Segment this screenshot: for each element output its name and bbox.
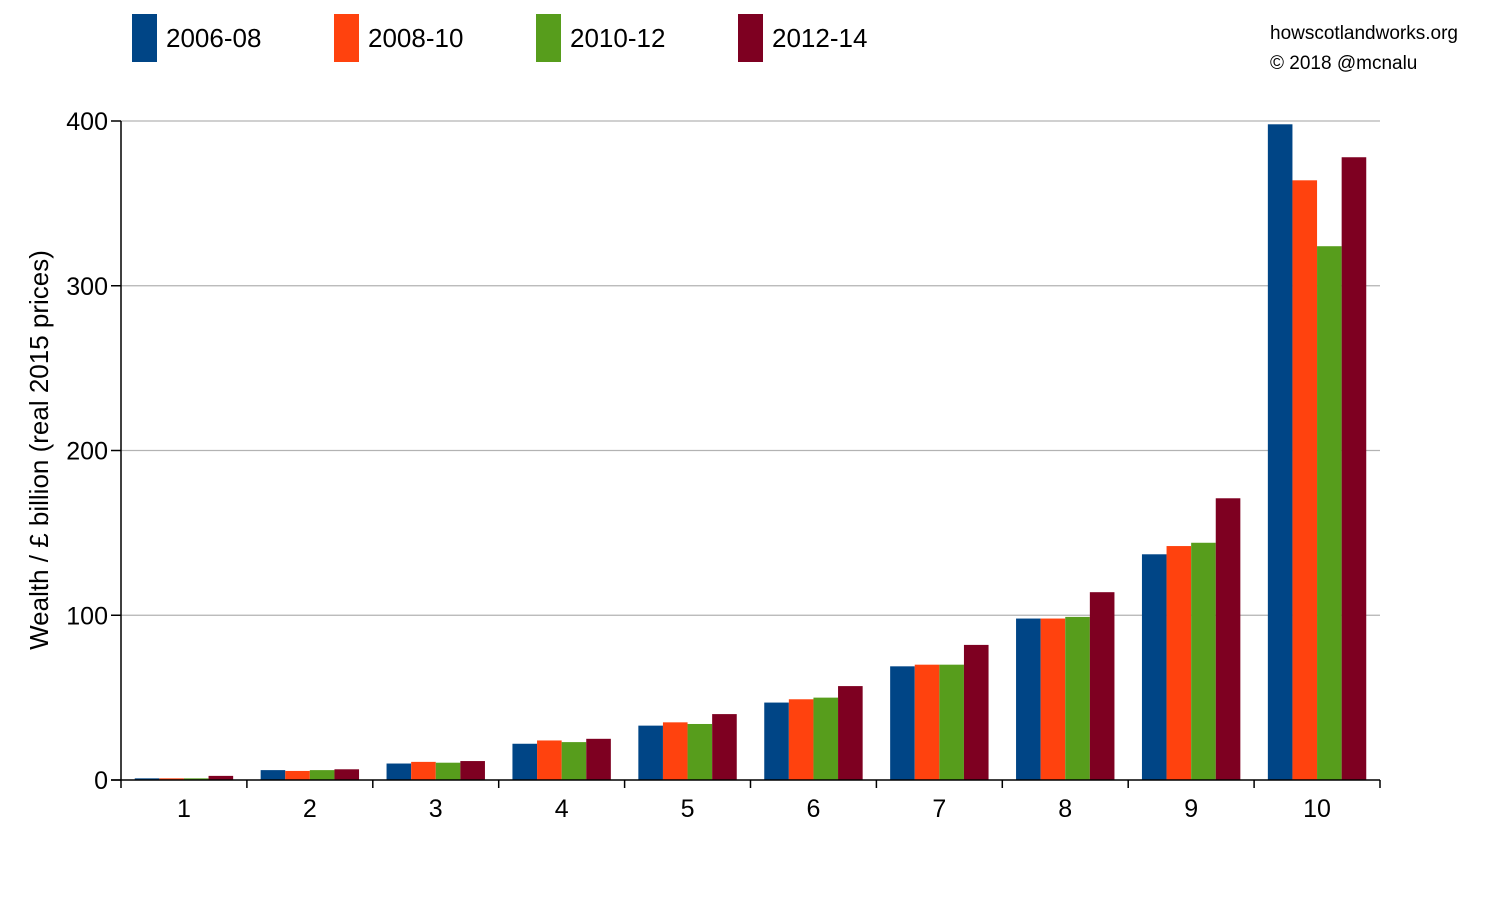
bar-2006-08-decile-2	[260, 770, 286, 780]
gridlines	[121, 120, 1380, 616]
bar-2012-14-decile-7	[963, 644, 989, 780]
y-tick-label: 0	[94, 767, 108, 795]
bar-2010-12-decile-1	[183, 778, 209, 780]
bar-2010-12-decile-4	[561, 742, 587, 780]
x-tick-label: 1	[177, 795, 191, 823]
legend-label: 2006-08	[166, 23, 261, 53]
credit-site-text: howscotlandworks.org	[1270, 23, 1458, 44]
bar-2010-12-decile-8	[1065, 616, 1090, 780]
bar-2008-10-decile-2	[285, 770, 310, 780]
bar-2008-10-decile-7	[914, 664, 940, 780]
x-tick-label: 8	[1058, 795, 1072, 823]
x-tick-label: 9	[1184, 795, 1198, 823]
y-tick-label: 400	[66, 108, 108, 136]
bar-2006-08-decile-8	[1016, 618, 1041, 780]
legend-label: 2008-10	[368, 23, 463, 53]
bar-2010-12-decile-7	[939, 664, 964, 780]
bar-2006-08-decile-10	[1267, 124, 1293, 781]
bar-2008-10-decile-3	[411, 761, 436, 780]
bar-2012-14-decile-1	[208, 775, 234, 780]
legend-swatch-2008-10	[334, 14, 359, 62]
legend-label: 2010-12	[570, 23, 665, 53]
y-tick-label: 200	[66, 438, 108, 466]
x-tick-label: 3	[429, 795, 443, 823]
bar-2012-14-decile-9	[1215, 498, 1241, 780]
x-tick-label: 7	[932, 795, 946, 823]
bar-2012-14-decile-6	[838, 686, 863, 780]
bar-2012-14-decile-8	[1089, 592, 1115, 780]
bar-2012-14-decile-2	[334, 769, 360, 780]
bar-2008-10-decile-1	[159, 778, 184, 780]
bar-2008-10-decile-4	[537, 740, 562, 780]
bar-2006-08-decile-4	[512, 743, 538, 780]
legend: 2006-08 2008-10 2010-12 2012-14	[132, 14, 867, 62]
legend-swatch-2012-14	[738, 14, 763, 62]
credit-copyright-text: © 2018 @mcnalu	[1270, 53, 1417, 74]
x-tick-label: 10	[1303, 795, 1331, 823]
bar-2006-08-decile-7	[890, 666, 915, 780]
bar-2010-12-decile-5	[687, 723, 713, 780]
x-tick-label: 5	[681, 795, 695, 823]
bar-2006-08-decile-6	[764, 702, 789, 780]
legend-swatch-2006-08	[132, 14, 157, 62]
y-tick-label: 300	[66, 273, 108, 301]
bar-2010-12-decile-2	[309, 770, 335, 780]
legend-label: 2012-14	[772, 23, 867, 53]
y-tick-label: 100	[66, 602, 108, 630]
y-axis-title: Wealth / £ billion (real 2015 prices)	[24, 250, 54, 650]
legend-swatch-2010-12	[536, 14, 561, 62]
bar-2008-10-decile-8	[1040, 618, 1066, 780]
bar-2008-10-decile-9	[1166, 546, 1192, 780]
bar-2008-10-decile-10	[1292, 180, 1318, 780]
bar-2008-10-decile-5	[662, 722, 688, 780]
bar-2006-08-decile-3	[386, 763, 412, 780]
bar-2008-10-decile-6	[788, 699, 814, 780]
bar-2010-12-decile-10	[1317, 246, 1342, 780]
bars	[134, 124, 1367, 781]
axes: 0 100 200 300 400 1 2 3 4 5 6 7 8 9 10	[66, 108, 1381, 823]
x-tick-label: 4	[555, 795, 569, 823]
x-tick-label: 6	[806, 795, 820, 823]
bar-2012-14-decile-10	[1341, 157, 1367, 780]
bar-2006-08-decile-9	[1141, 554, 1167, 780]
bar-2006-08-decile-1	[134, 778, 160, 780]
bar-2010-12-decile-6	[813, 697, 839, 780]
x-tick-label: 2	[303, 795, 317, 823]
bar-2012-14-decile-5	[712, 714, 737, 780]
bar-2012-14-decile-4	[586, 738, 611, 780]
bar-2006-08-decile-5	[638, 725, 663, 780]
bar-2010-12-decile-3	[435, 762, 461, 780]
bar-2010-12-decile-9	[1191, 542, 1216, 780]
bar-2012-14-decile-3	[460, 761, 485, 780]
